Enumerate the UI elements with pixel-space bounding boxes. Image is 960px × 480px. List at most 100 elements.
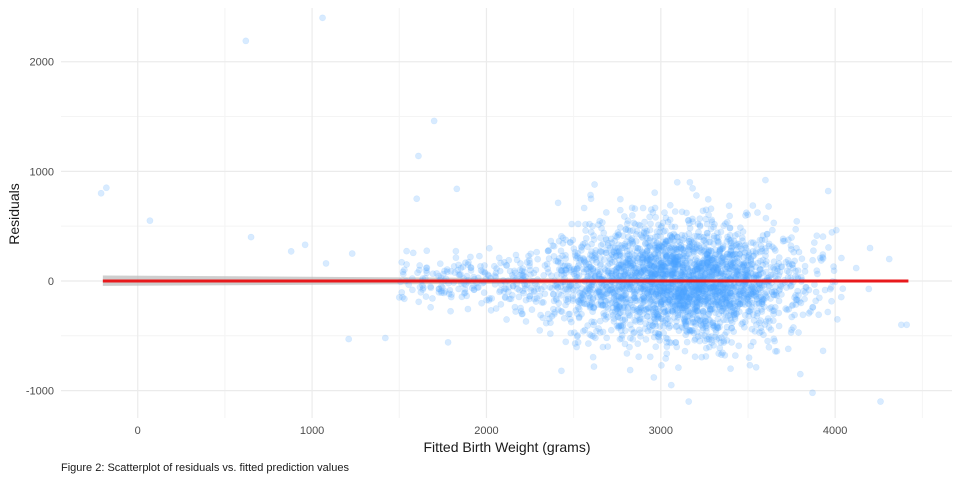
data-point [626,257,633,265]
data-point [752,247,760,255]
data-point [395,294,403,301]
data-point [654,329,662,337]
data-point [663,254,671,261]
data-point [626,285,634,293]
data-point [758,236,766,244]
data-point [582,259,589,266]
data-point [700,287,708,295]
data-point [712,301,720,308]
data-point [348,250,356,257]
data-point [797,299,805,307]
data-point [617,267,625,275]
data-point [575,314,583,322]
data-point [722,260,730,268]
data-point [709,319,716,326]
data-point [691,266,699,273]
data-point [539,298,547,306]
data-point [641,218,648,226]
data-point [762,318,770,325]
data-point [668,291,675,299]
data-point [621,240,629,248]
data-point [675,300,683,308]
data-point [743,261,751,269]
data-point [646,353,654,361]
data-point [584,322,592,329]
data-point [679,288,687,296]
data-point [681,315,688,323]
data-point [738,245,746,253]
data-point [527,250,535,258]
data-point [719,242,727,250]
data-point [739,319,747,327]
data-point [680,300,687,308]
data-point [791,257,799,265]
data-point [715,301,723,309]
data-point [689,327,696,335]
data-point [600,229,608,237]
data-point [567,282,575,290]
data-point [644,303,652,311]
data-point [644,234,651,242]
data-point [788,302,796,310]
data-point [522,318,530,325]
data-point [681,347,689,355]
data-point [794,267,802,274]
data-point [643,227,651,235]
data-point [726,262,734,270]
data-point [838,254,845,262]
y-axis-title: Residuals [6,183,22,244]
data-point [742,241,749,249]
data-point [602,297,610,305]
data-point [526,292,534,300]
data-point [518,310,526,318]
data-point [409,249,417,257]
data-point [752,288,760,295]
data-point [752,270,759,278]
data-point [441,288,449,295]
data-point [661,209,668,217]
data-point [655,331,663,338]
data-point [558,367,565,375]
data-point [731,352,739,359]
data-point [695,297,703,304]
data-point [634,340,642,348]
data-point [747,289,755,296]
data-point [733,254,741,262]
data-point [612,252,620,260]
data-point [669,298,677,306]
data-point [728,263,736,271]
data-point [475,252,483,260]
data-point [515,293,523,301]
data-point [684,300,692,308]
data-point [490,262,498,270]
data-point [581,258,588,266]
data-point [729,292,736,300]
data-point [643,248,651,256]
data-point [601,286,609,294]
data-point [487,306,495,314]
data-point [708,284,716,291]
data-point [674,314,682,321]
data-point [751,282,759,290]
data-point [657,298,665,306]
data-point [585,285,593,293]
data-point [726,302,733,310]
data-point [796,370,804,378]
data-point [624,305,632,312]
data-point [622,289,630,297]
data-point [322,260,330,267]
data-point [644,253,651,261]
data-point [565,283,573,291]
data-point [668,307,676,315]
data-point [833,315,841,323]
data-point [758,245,766,253]
data-point [693,285,701,293]
data-point [727,316,735,324]
data-point [427,303,435,311]
data-point [824,187,832,195]
data-point [447,267,455,275]
data-point [695,260,703,268]
data-point [678,269,686,276]
data-point [598,293,606,301]
data-point [605,289,613,297]
